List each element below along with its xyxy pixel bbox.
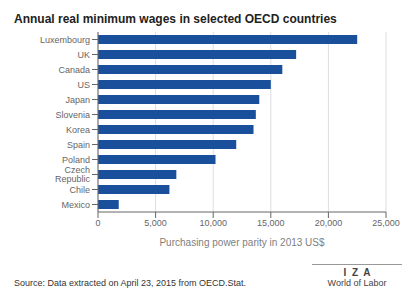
svg-text:5,000: 5,000	[144, 218, 167, 228]
html-text:World of Labor: World of Labor	[327, 278, 387, 288]
svg-text:Chile: Chile	[69, 185, 90, 195]
html-text:Annual real minimum wages in s: Annual real minimum wages in selected OE…	[14, 12, 337, 26]
svg-text:Japan: Japan	[65, 95, 90, 105]
svg-text:15,000: 15,000	[257, 218, 285, 228]
html-text:I Z A: I Z A	[343, 267, 371, 278]
svg-text:Canada: Canada	[58, 65, 90, 75]
svg-text:US: US	[77, 80, 90, 90]
html-text:Source: Data extracted on Apri: Source: Data extracted on April 23, 2015…	[14, 278, 247, 288]
svg-text:CzechRepublic: CzechRepublic	[55, 165, 91, 184]
svg-text:0: 0	[95, 218, 100, 228]
svg-text:Poland: Poland	[62, 155, 90, 165]
svg-text:Purchasing power parity in 201: Purchasing power parity in 2013 US$	[159, 237, 325, 248]
svg-text:Spain: Spain	[67, 140, 90, 150]
svg-text:20,000: 20,000	[315, 218, 343, 228]
svg-text:25,000: 25,000	[372, 218, 400, 228]
svg-text:10,000: 10,000	[199, 218, 227, 228]
svg-text:Korea: Korea	[66, 125, 90, 135]
svg-text:Luxembourg: Luxembourg	[40, 35, 90, 45]
svg-text:UK: UK	[77, 50, 90, 60]
svg-text:Mexico: Mexico	[61, 200, 90, 210]
svg-text:Slovenia: Slovenia	[55, 110, 90, 120]
